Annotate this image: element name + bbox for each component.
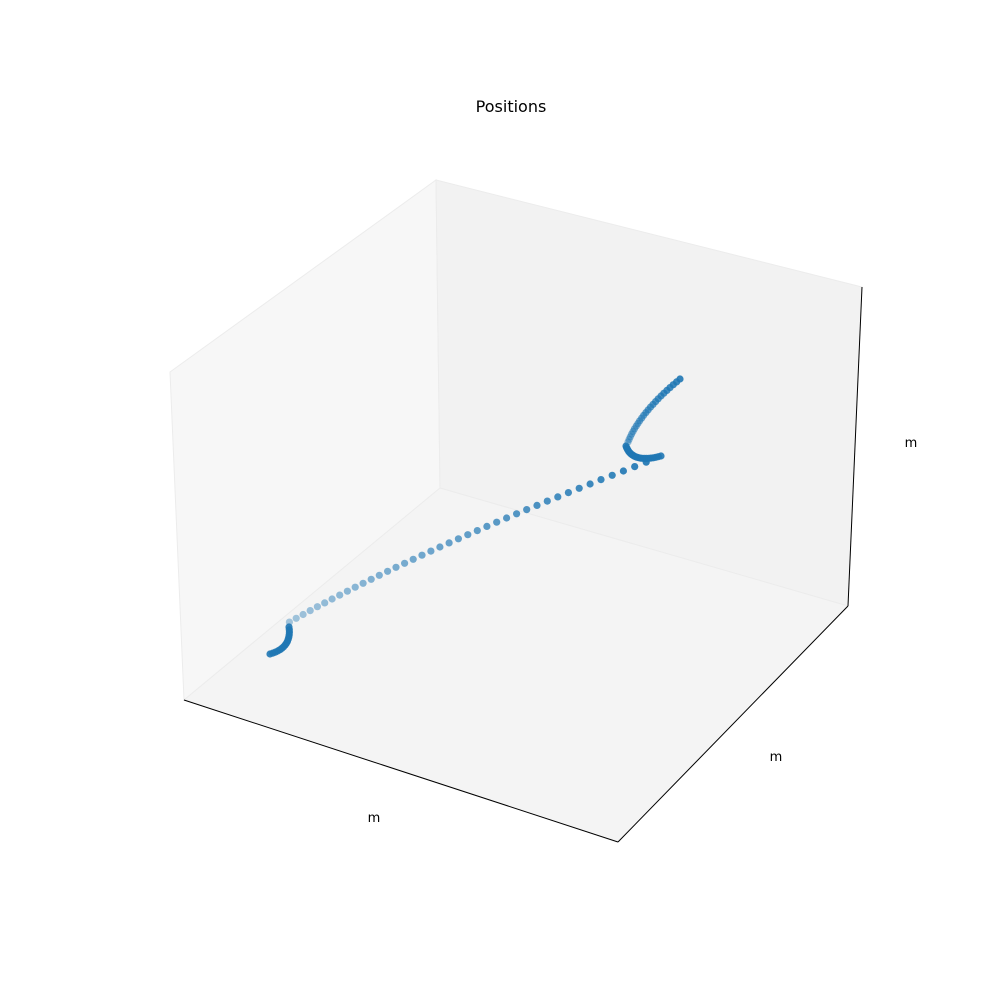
scatter-point	[608, 471, 616, 479]
scatter-point	[351, 583, 359, 591]
scatter-point	[418, 551, 426, 559]
scatter-point	[384, 567, 392, 575]
scatter-point	[375, 571, 383, 579]
scatter-point	[285, 623, 293, 631]
x-axis-line	[183, 699, 619, 843]
scatter-point	[427, 547, 435, 555]
scatter-point	[343, 587, 351, 595]
scatter-point	[306, 607, 314, 615]
scatter-point	[554, 493, 562, 501]
scatter-point	[359, 579, 367, 587]
scatter-point	[409, 555, 417, 563]
scatter-point	[676, 375, 684, 383]
scatter-point	[513, 510, 521, 518]
scatter-point	[292, 614, 300, 622]
scatter-point	[473, 527, 481, 535]
scatter-point	[575, 484, 583, 492]
scatter-point	[483, 522, 491, 531]
scatter-point	[533, 501, 541, 509]
scatter-point	[454, 535, 462, 543]
z-axis-label: m	[905, 436, 918, 451]
scatter-point	[586, 480, 594, 488]
scatter-point	[367, 575, 375, 583]
scatter-point	[631, 463, 639, 471]
scatter-points	[266, 375, 684, 658]
scatter-point	[436, 543, 444, 551]
x-axis-label: m	[368, 811, 381, 826]
scatter-point	[336, 591, 344, 599]
y-axis-label: m	[770, 750, 783, 765]
scatter-point	[313, 603, 321, 611]
scatter-point	[493, 518, 501, 526]
z-axis-line	[847, 286, 863, 607]
scatter-point	[445, 539, 453, 547]
scatter-point	[523, 506, 531, 514]
scatter-point	[503, 514, 511, 522]
scatter-point	[597, 476, 605, 484]
scatter-point	[299, 610, 307, 619]
scatter-point	[401, 559, 409, 567]
scatter-point	[285, 618, 293, 626]
scatter-point	[564, 489, 573, 497]
scatter-point	[392, 563, 400, 571]
scatter-point	[321, 599, 329, 607]
scatter-point	[543, 497, 551, 505]
y-axis-line	[617, 605, 849, 843]
chart-title: Positions	[476, 97, 547, 116]
scatter-point	[464, 531, 472, 539]
scatter-point	[328, 595, 336, 603]
axes-3d	[169, 179, 863, 843]
scatter-point	[619, 467, 628, 475]
